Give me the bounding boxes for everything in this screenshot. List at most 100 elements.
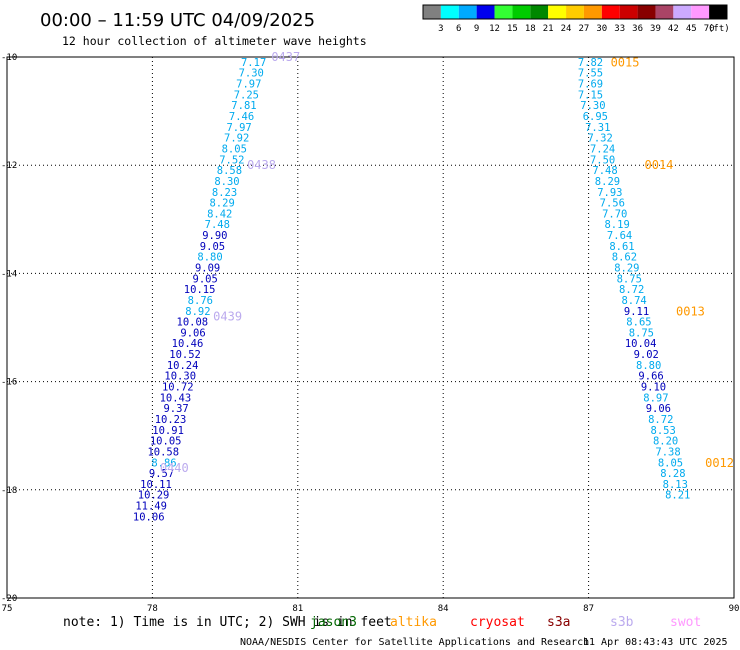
- note-text: note: 1) Time is in UTC; 2) SWH is in fe…: [63, 615, 392, 630]
- swh-value-label: 8.19: [604, 219, 629, 231]
- colorbar-swatch: [637, 5, 656, 19]
- swh-value-label: 7.32: [588, 133, 613, 145]
- swh-value-label: 10.23: [155, 414, 187, 426]
- swh-value-label: 10.30: [164, 371, 196, 383]
- swh-value-label: 10.29: [138, 490, 170, 502]
- swh-value-label: 11.49: [135, 501, 167, 513]
- swh-value-label: 10.72: [162, 382, 194, 394]
- swh-value-label: 10.05: [150, 436, 182, 448]
- swh-value-label: 10.06: [133, 511, 165, 523]
- swh-value-label: 8.80: [636, 360, 661, 372]
- colorbar-label: 30: [596, 24, 607, 34]
- swh-value-label: 8.23: [212, 187, 237, 199]
- swh-value-label: 8.58: [217, 165, 242, 177]
- time-label: 0439: [213, 310, 242, 324]
- swh-value-label: 8.72: [619, 284, 644, 296]
- swh-value-label: 7.70: [602, 208, 627, 220]
- y-tick-label: -14: [1, 269, 17, 279]
- data-points: 7.177.307.977.257.817.467.977.928.057.52…: [133, 57, 690, 523]
- swh-value-label: 9.06: [646, 403, 671, 415]
- colorbar-swatch: [548, 5, 567, 19]
- colorbar-swatch: [423, 5, 441, 19]
- swh-value-label: 7.92: [224, 133, 249, 145]
- swh-value-label: 9.05: [200, 241, 225, 253]
- swh-value-label: 8.80: [197, 252, 222, 264]
- swh-value-label: 9.06: [180, 327, 205, 339]
- swh-value-label: 7.82: [578, 57, 603, 69]
- swh-value-label: 9.66: [638, 371, 663, 383]
- chart-subtitle: 12 hour collection of altimeter wave hei…: [62, 34, 367, 48]
- colorbar-swatch: [655, 5, 674, 19]
- x-tick-label: 84: [438, 604, 449, 614]
- x-tick-label: 87: [583, 604, 594, 614]
- swh-value-label: 6.95: [583, 111, 608, 123]
- swh-value-label: 10.52: [169, 349, 201, 361]
- colorbar-swatch: [566, 5, 584, 19]
- y-tick-label: -16: [1, 378, 17, 388]
- footer-center: NOAA/NESDIS Center for Satellite Applica…: [240, 637, 589, 648]
- swh-value-label: 7.38: [655, 446, 680, 458]
- swh-value-label: 9.11: [624, 306, 649, 318]
- legend-item-cryosat: cryosat: [470, 615, 525, 630]
- y-tick-label: -20: [1, 594, 17, 604]
- swh-value-label: 8.20: [653, 436, 678, 448]
- x-tick-label: 90: [729, 604, 740, 614]
- swh-value-label: 10.24: [167, 360, 199, 372]
- swh-value-label: 8.62: [612, 252, 637, 264]
- swh-value-label: 8.53: [651, 425, 676, 437]
- colorbar-label: 36: [632, 24, 643, 34]
- colorbar: 3 6 9 12 15 18 21 24 27 30 33 36 39 42 45 70: [422, 4, 728, 34]
- swh-value-label: 7.15: [578, 89, 603, 101]
- time-label: 0015: [611, 55, 640, 69]
- colorbar-unit: (ft): [708, 24, 730, 34]
- swh-value-label: 8.72: [648, 414, 673, 426]
- swh-value-label: 8.92: [185, 306, 210, 318]
- swh-value-label: 7.56: [600, 198, 625, 210]
- time-label: 0014: [645, 158, 674, 172]
- colorbar-swatch: [476, 5, 495, 19]
- legend-item-altika: altika: [390, 615, 437, 630]
- swh-value-label: 7.24: [590, 143, 615, 155]
- colorbar-label: 24: [561, 24, 572, 34]
- colorbar-swatch: [709, 5, 727, 19]
- time-label: 0438: [247, 158, 276, 172]
- swh-value-label: 7.52: [219, 154, 244, 166]
- swh-value-label: 8.29: [614, 262, 639, 274]
- colorbar-swatch: [673, 5, 692, 19]
- swh-value-label: 8.13: [663, 479, 688, 491]
- colorbar-swatch: [583, 5, 602, 19]
- colorbar-label: 70: [704, 24, 715, 34]
- swh-value-label: 10.15: [184, 284, 216, 296]
- swh-value-label: 10.04: [625, 338, 657, 350]
- colorbar-label: 42: [668, 24, 679, 34]
- swh-value-label: 8.29: [209, 198, 234, 210]
- x-tick-label: 81: [292, 604, 303, 614]
- legend-item-swot: swot: [670, 615, 701, 630]
- swh-value-label: 7.55: [578, 68, 603, 80]
- time-label: 0013: [676, 304, 705, 318]
- swh-value-label: 7.48: [205, 219, 230, 231]
- swh-value-label: 10.58: [147, 446, 179, 458]
- legend-item-s3b: s3b: [610, 615, 634, 630]
- swh-value-label: 10.46: [172, 338, 204, 350]
- colorbar-swatch: [458, 5, 477, 19]
- swh-value-label: 7.25: [234, 89, 259, 101]
- time-label: 0440: [160, 461, 189, 475]
- swh-value-label: 10.11: [140, 479, 172, 491]
- colorbar-label: 15: [507, 24, 518, 34]
- swh-value-label: 7.46: [229, 111, 254, 123]
- time-labels: 0437 0438 0439 0440 0015 0014 0013 0012: [160, 50, 734, 475]
- x-tick-label: 75: [2, 604, 13, 614]
- swh-value-label: 9.09: [195, 262, 220, 274]
- swh-value-label: 8.29: [595, 176, 620, 188]
- swh-value-label: 8.97: [643, 392, 668, 404]
- swh-value-label: 7.30: [239, 68, 264, 80]
- chart-title: 00:00 – 11:59 UTC 04/09/2025: [40, 10, 315, 31]
- swh-value-label: 8.65: [626, 317, 651, 329]
- swh-value-label: 7.30: [580, 100, 605, 112]
- time-label: 0012: [705, 456, 734, 470]
- colorbar-label: 39: [650, 24, 661, 34]
- satellite-legend: jason3 altika cryosat s3a s3b swot: [310, 615, 701, 630]
- colorbar-swatch: [619, 5, 638, 19]
- colorbar-swatch: [530, 5, 549, 19]
